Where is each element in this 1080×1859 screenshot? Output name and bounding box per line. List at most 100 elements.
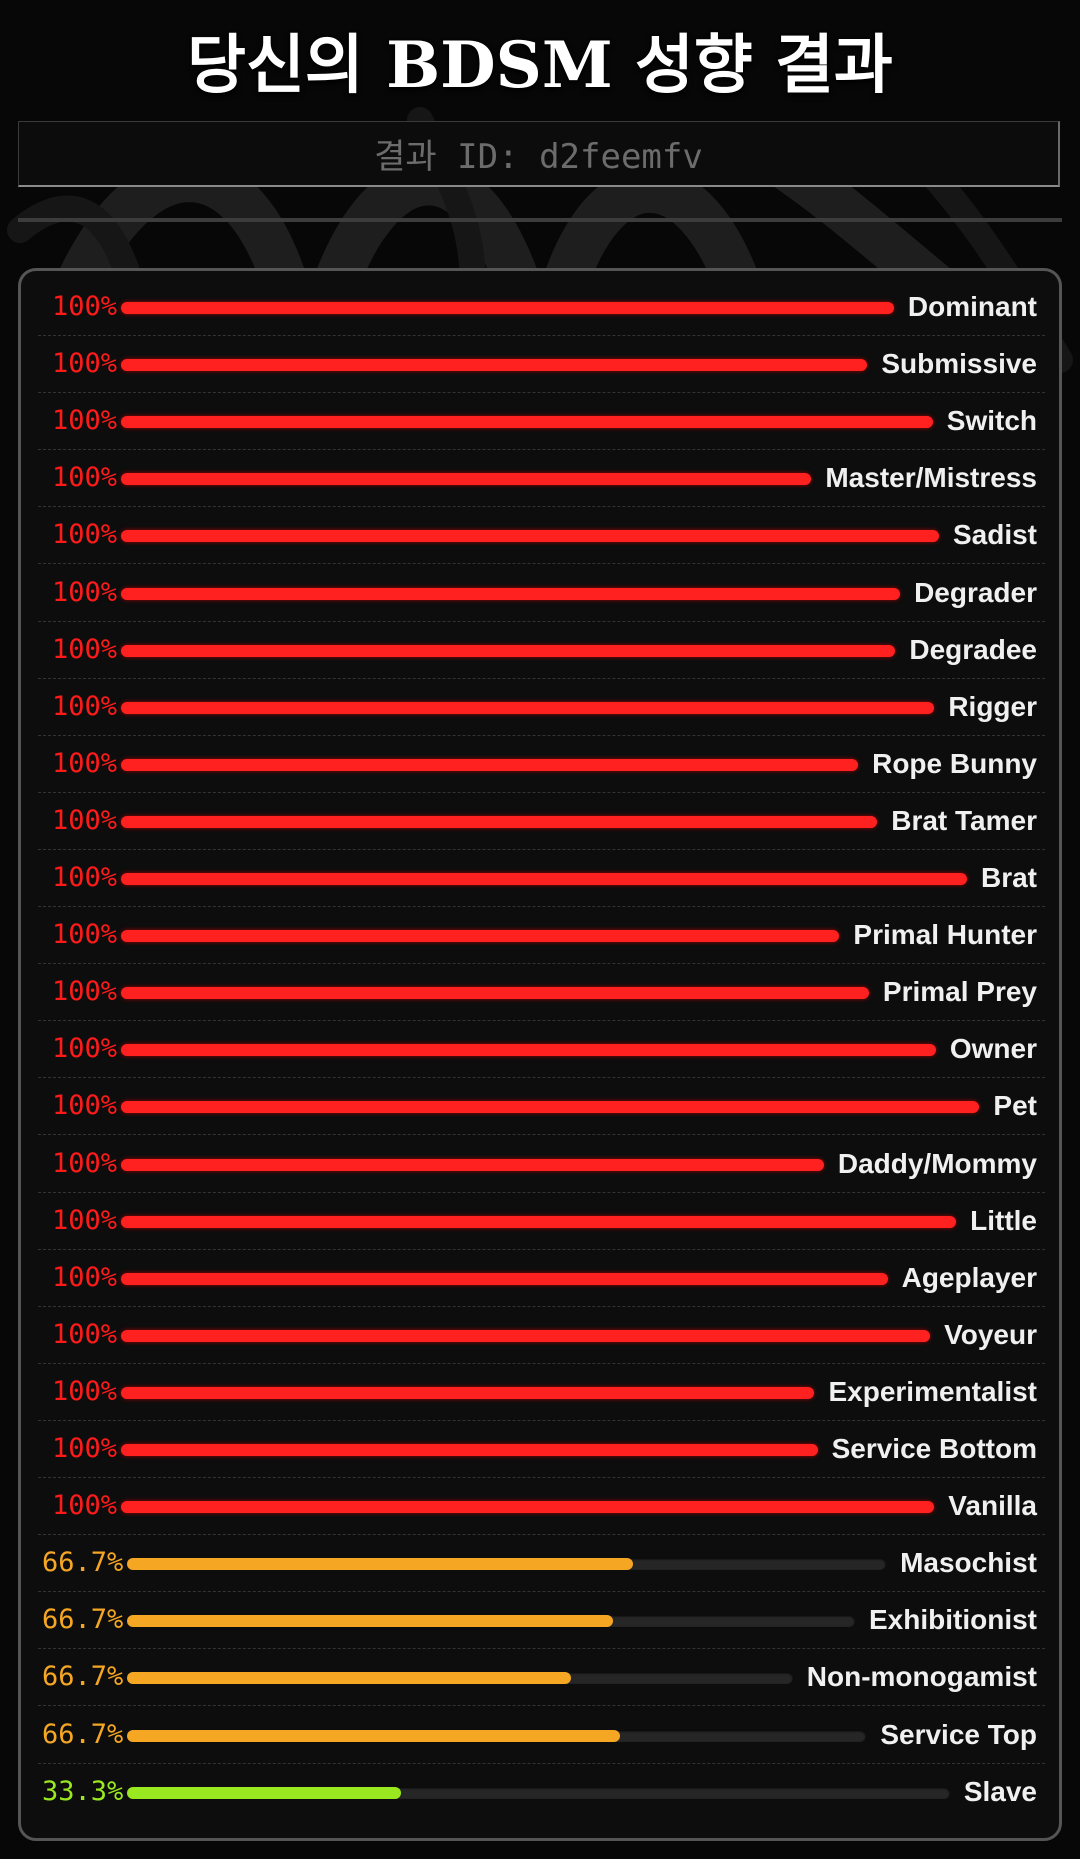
result-row: 100% Degrader: [38, 565, 1045, 622]
result-row: 33.3% Slave: [38, 1764, 1045, 1821]
result-row: 100% Brat Tamer: [38, 793, 1045, 850]
result-percent: 100%: [52, 690, 118, 722]
result-bar-fill: [121, 473, 811, 486]
result-percent: 100%: [52, 1490, 118, 1522]
result-percent: 100%: [52, 976, 118, 1008]
result-bar-fill: [127, 1558, 634, 1571]
result-bar-fill: [121, 302, 894, 314]
result-percent: 100%: [52, 633, 118, 665]
result-bar-fill: [127, 1786, 402, 1799]
result-bar-track: [121, 1215, 956, 1228]
result-row: 100% Vanilla: [38, 1478, 1045, 1536]
result-row: 66.7% Service Top: [38, 1707, 1045, 1764]
result-bar-track: [127, 1729, 866, 1742]
result-bar-track: [121, 359, 867, 372]
result-bar-track: [127, 1615, 855, 1628]
result-bar-fill: [127, 1672, 572, 1685]
result-bar-track: [121, 758, 858, 771]
result-label: Service Bottom: [831, 1433, 1037, 1464]
result-bar-track: [127, 1558, 886, 1571]
result-row: 100% Experimentalist: [38, 1364, 1045, 1421]
result-row: 66.7% Masochist: [38, 1535, 1045, 1593]
result-bar-fill: [121, 1444, 818, 1456]
results-panel: 100% Dominant 100% Submissive 100% Switch 100%…: [18, 268, 1062, 1841]
result-bar-fill: [121, 359, 867, 372]
result-bar-track: [121, 1444, 818, 1456]
result-label: Brat Tamer: [891, 804, 1037, 836]
result-bar-track: [127, 1786, 950, 1799]
result-percent: 100%: [52, 1090, 118, 1122]
result-bar-track: [121, 1158, 824, 1171]
result-label: Voyeur: [944, 1318, 1037, 1350]
result-percent: 100%: [52, 519, 118, 551]
result-percent: 100%: [52, 1433, 118, 1464]
result-bar-track: [121, 302, 894, 314]
result-bar-track: [121, 644, 895, 657]
result-bar-fill: [121, 416, 933, 429]
result-label: Dominant: [907, 291, 1037, 322]
result-label: Pet: [993, 1090, 1037, 1122]
result-bar-track: [127, 1672, 793, 1685]
result-bar-fill: [121, 815, 877, 828]
result-bar-track: [121, 1501, 934, 1514]
result-bar-track: [121, 930, 839, 943]
result-row: 100% Pet: [38, 1078, 1045, 1136]
result-row: 100% Sadist: [38, 507, 1045, 565]
result-bar-fill: [121, 987, 869, 1000]
result-label: Submissive: [881, 348, 1037, 380]
result-bar-track: [121, 1386, 814, 1399]
result-label: Switch: [946, 405, 1037, 437]
result-bar-track: [121, 473, 811, 486]
result-label: Little: [970, 1204, 1037, 1236]
result-bar-track: [121, 873, 967, 885]
result-label: Degrader: [914, 576, 1037, 608]
result-bar-fill: [121, 644, 895, 657]
result-percent: 100%: [52, 1147, 118, 1179]
result-percent: 100%: [52, 348, 118, 380]
result-label: Non-monogamist: [806, 1661, 1037, 1693]
divider: [18, 218, 1062, 222]
result-label: Master/Mistress: [825, 462, 1037, 494]
result-percent: 100%: [52, 1033, 118, 1065]
result-label: Primal Hunter: [853, 919, 1037, 951]
result-bar-fill: [121, 1272, 888, 1285]
result-percent: 100%: [52, 291, 118, 322]
result-bar-track: [121, 587, 900, 600]
result-label: Vanilla: [948, 1490, 1037, 1522]
result-id-box: 결과 ID: d2feemfv: [18, 121, 1060, 187]
result-percent: 100%: [52, 576, 118, 608]
result-bar-fill: [121, 1044, 936, 1057]
result-bar-track: [121, 530, 939, 543]
result-percent: 66.7%: [42, 1718, 124, 1750]
result-bar-fill: [121, 930, 839, 943]
result-row: 100% Brat: [38, 850, 1045, 907]
result-bar-track: [121, 701, 934, 714]
result-bar-track: [121, 1329, 930, 1342]
result-bar-fill: [121, 587, 900, 600]
result-row: 66.7% Non-monogamist: [38, 1649, 1045, 1707]
result-percent: 66.7%: [42, 1661, 124, 1693]
result-label: Rigger: [948, 690, 1037, 722]
result-label: Exhibitionist: [869, 1604, 1037, 1636]
result-label: Sadist: [952, 519, 1037, 551]
result-label: Rope Bunny: [872, 747, 1037, 779]
result-bar-track: [121, 815, 877, 828]
result-bar-fill: [121, 701, 934, 714]
result-row: 100% Owner: [38, 1021, 1045, 1079]
result-percent: 100%: [52, 405, 118, 437]
result-id-text: 결과 ID: d2feemfv: [374, 137, 703, 177]
result-bar-fill: [121, 873, 967, 885]
result-bar-fill: [127, 1615, 613, 1628]
result-bar-fill: [121, 530, 939, 543]
result-percent: 100%: [52, 747, 118, 779]
result-percent: 66.7%: [42, 1604, 124, 1636]
result-bar-track: [121, 1101, 979, 1114]
result-bar-fill: [121, 1215, 956, 1228]
result-percent: 33.3%: [42, 1775, 124, 1807]
result-row: 100% Little: [38, 1193, 1045, 1250]
result-bar-fill: [121, 1386, 814, 1399]
result-percent: 100%: [52, 804, 118, 836]
result-label: Degradee: [909, 633, 1037, 665]
result-row: 100% Dominant: [38, 279, 1045, 336]
result-bar-track: [121, 987, 869, 1000]
